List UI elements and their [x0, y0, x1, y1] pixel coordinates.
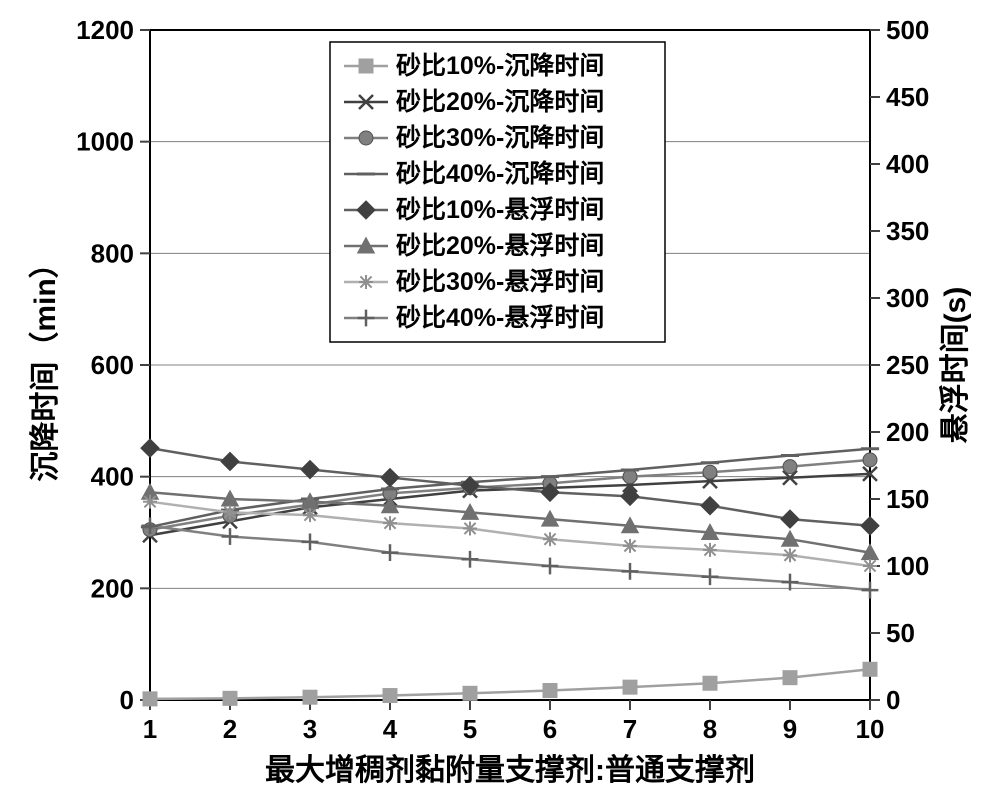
- series-line: [150, 526, 870, 590]
- y-right-tick-label: 350: [886, 216, 929, 246]
- y-left-tick-label: 600: [91, 350, 134, 380]
- x-tick-label: 8: [703, 714, 717, 744]
- y-right-tick-label: 250: [886, 350, 929, 380]
- legend-label: 砂比30%-悬浮时间: [396, 268, 604, 296]
- legend-label: 砂比40%-悬浮时间: [396, 304, 604, 332]
- series-5: [142, 484, 879, 560]
- legend-label: 砂比20%-沉降时间: [396, 88, 604, 116]
- y-left-axis-label: 沉降时间（min）: [28, 248, 62, 481]
- y-right-tick-label: 150: [886, 484, 929, 514]
- y-left-tick-label: 200: [91, 573, 134, 603]
- legend-label: 砂比10%-悬浮时间: [396, 196, 604, 224]
- y-left-tick-label: 1200: [76, 15, 134, 45]
- y-right-tick-label: 0: [886, 685, 900, 715]
- y-right-tick-label: 300: [886, 283, 929, 313]
- y-left-tick-label: 800: [91, 238, 134, 268]
- series-2: [143, 453, 877, 537]
- y-right-tick-label: 500: [886, 15, 929, 45]
- y-right-tick-label: 450: [886, 82, 929, 112]
- x-tick-label: 9: [783, 714, 797, 744]
- chart-container: 1 2 3 4 5 6 7 8 9 10 最大增稠剂黏附量支撑剂:普通支撑剂 0 200 400 600 80…: [0, 0, 1000, 812]
- x-tick-label: 3: [303, 714, 317, 744]
- series-4: [141, 439, 879, 535]
- x-tick-label: 6: [543, 714, 557, 744]
- x-axis-label: 最大增稠剂黏附量支撑剂:普通支撑剂: [265, 753, 755, 787]
- legend-label: 砂比20%-悬浮时间: [396, 232, 604, 260]
- series-line: [150, 460, 870, 530]
- y-right-tick-label: 200: [886, 417, 929, 447]
- x-tick-label: 1: [143, 714, 157, 744]
- x-tick-label: 7: [623, 714, 637, 744]
- legend-label: 砂比10%-沉降时间: [396, 52, 604, 80]
- x-tick-label: 10: [856, 714, 885, 744]
- legend-label: 砂比30%-沉降时间: [396, 124, 604, 152]
- y-left-tick-label: 0: [120, 685, 134, 715]
- legend-label: 砂比40%-沉降时间: [396, 160, 604, 188]
- legend-box: [330, 42, 665, 342]
- x-tick-label: 5: [463, 714, 477, 744]
- series-7: [142, 517, 879, 598]
- series-line: [150, 669, 870, 699]
- y-left-tick-label: 1000: [76, 127, 134, 157]
- series-line: [150, 474, 870, 535]
- y-right-tick-label: 50: [886, 618, 915, 648]
- y-right-tick-label: 100: [886, 551, 929, 581]
- chart-svg: 1 2 3 4 5 6 7 8 9 10 最大增稠剂黏附量支撑剂:普通支撑剂 0 200 400 600 80…: [0, 0, 1000, 812]
- series-line: [150, 492, 870, 552]
- y-left-tick-label: 400: [91, 462, 134, 492]
- y-right-tick-label: 400: [886, 149, 929, 179]
- y-right-axis-label: 悬浮时间(s): [939, 287, 972, 444]
- x-tick-label: 4: [383, 714, 398, 744]
- series-1: [143, 467, 877, 542]
- x-tick-label: 2: [223, 714, 237, 744]
